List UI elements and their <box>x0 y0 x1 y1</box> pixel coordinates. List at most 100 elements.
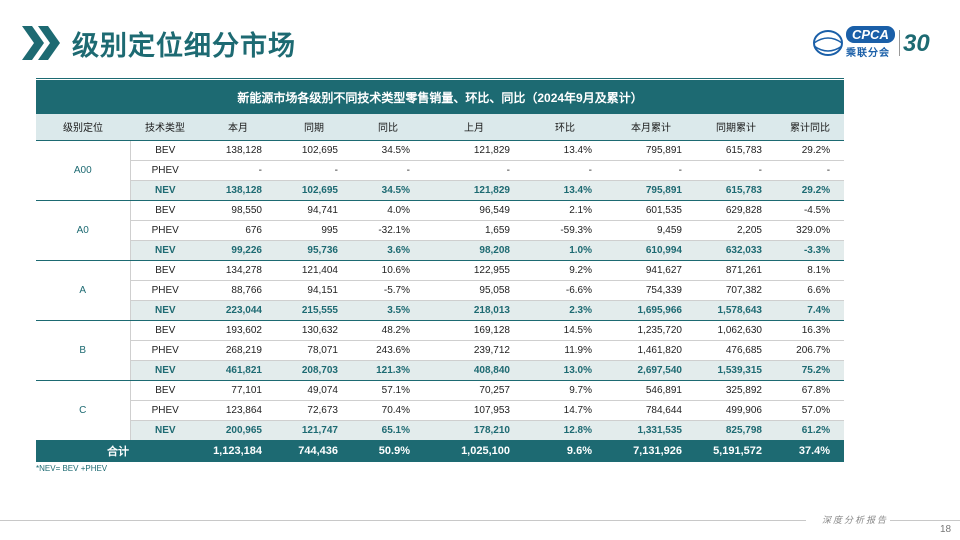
total-value-cell: 7,131,926 <box>606 440 696 462</box>
total-value-cell: 744,436 <box>276 440 352 462</box>
value-cell: 48.2% <box>352 320 424 341</box>
level-cell: B <box>36 320 131 381</box>
value-cell: 206.7% <box>776 340 845 361</box>
value-cell: 75.2% <box>776 360 845 381</box>
table-header-row: 级别定位 技术类型 本月 同期 同比 上月 环比 本月累计 同期累计 累计同比 <box>36 114 845 141</box>
tech-type-cell: BEV <box>130 380 200 401</box>
value-cell: 121,829 <box>424 180 524 201</box>
value-cell: 77,101 <box>200 380 276 401</box>
value-cell: 1,578,643 <box>696 300 776 321</box>
anniversary-30-mark: 30 <box>903 30 930 57</box>
table-row: A0 BEV 98,550 94,741 4.0% 96,549 2.1% 601,535 62… <box>36 200 845 261</box>
value-cell: - <box>696 160 776 181</box>
col-header-tech-type: 技术类型 <box>130 114 200 141</box>
tech-type-cell: NEV <box>130 240 200 261</box>
value-cell: - <box>352 160 424 181</box>
table-row: A00 BEV 138,128 102,695 34.5% 121,829 13.4% 795… <box>36 140 845 201</box>
value-cell: 1,695,966 <box>606 300 696 321</box>
total-value-cell: 37.4% <box>776 440 845 462</box>
value-cell: 223,044 <box>200 300 276 321</box>
sales-table: 新能源市场各级别不同技术类型零售销量、环比、同比（2024年9月及累计） 级别定… <box>36 80 845 462</box>
total-value-cell: 9.6% <box>524 440 606 462</box>
value-cell: 57.0% <box>776 400 845 421</box>
value-cell: 34.5% <box>352 180 424 201</box>
value-cell: 1,062,630 <box>696 320 776 341</box>
value-cell: 795,891 <box>606 140 696 161</box>
value-cell: 461,821 <box>200 360 276 381</box>
total-value-cell: 50.9% <box>352 440 424 462</box>
value-cell: 96,549 <box>424 200 524 221</box>
value-cell: 243.6% <box>352 340 424 361</box>
tech-type-cell: BEV <box>130 140 200 161</box>
value-cell: - <box>276 160 352 181</box>
col-header-same-period: 同期 <box>276 114 352 141</box>
value-cell: 784,644 <box>606 400 696 421</box>
value-cell: 476,685 <box>696 340 776 361</box>
logo-divider <box>899 30 900 56</box>
value-cell: - <box>776 160 845 181</box>
total-value-cell: 1,025,100 <box>424 440 524 462</box>
tech-type-cell: NEV <box>130 360 200 381</box>
value-cell: 72,673 <box>276 400 352 421</box>
value-cell: 546,891 <box>606 380 696 401</box>
table-row: NEV 99,226 95,736 3.6% 98,208 1.0% 610,994 632,… <box>36 240 845 261</box>
value-cell: 121,747 <box>276 420 352 441</box>
page-title: 级别定位细分市场 <box>72 31 296 61</box>
value-cell: 94,741 <box>276 200 352 221</box>
value-cell: -6.6% <box>524 280 606 301</box>
value-cell: 13.4% <box>524 140 606 161</box>
value-cell: 499,906 <box>696 400 776 421</box>
tech-type-cell: PHEV <box>130 220 200 241</box>
value-cell: 121,829 <box>424 140 524 161</box>
value-cell: -59.3% <box>524 220 606 241</box>
table-row: A BEV 134,278 121,404 10.6% 122,955 9.2% 941,62… <box>36 260 845 321</box>
value-cell: 138,128 <box>200 180 276 201</box>
value-cell: 134,278 <box>200 260 276 281</box>
total-row: 合计 1,123,184 744,436 50.9% 1,025,100 9.6% 7,13… <box>36 440 845 462</box>
total-value-cell: 5,191,572 <box>696 440 776 462</box>
value-cell: 1,461,820 <box>606 340 696 361</box>
total-label: 合计 <box>36 440 200 462</box>
value-cell: 2,205 <box>696 220 776 241</box>
value-cell: 3.5% <box>352 300 424 321</box>
value-cell: 65.1% <box>352 420 424 441</box>
value-cell: 121,404 <box>276 260 352 281</box>
table-row: PHEV 676 995 -32.1% 1,659 -59.3% 9,459 2,205 329… <box>36 220 845 241</box>
value-cell: 615,783 <box>696 140 776 161</box>
table-top-rule <box>36 78 844 79</box>
value-cell: 11.9% <box>524 340 606 361</box>
value-cell: -4.5% <box>776 200 845 221</box>
value-cell: 121.3% <box>352 360 424 381</box>
value-cell: 208,703 <box>276 360 352 381</box>
table-row: NEV 200,965 121,747 65.1% 178,210 12.8% 1,331,… <box>36 420 845 441</box>
value-cell: 610,994 <box>606 240 696 261</box>
table-caption: 新能源市场各级别不同技术类型零售销量、环比、同比（2024年9月及累计） <box>36 80 845 114</box>
value-cell: 70.4% <box>352 400 424 421</box>
value-cell: 95,736 <box>276 240 352 261</box>
value-cell: 57.1% <box>352 380 424 401</box>
value-cell: - <box>524 160 606 181</box>
value-cell: 13.4% <box>524 180 606 201</box>
level-cell: A0 <box>36 200 131 261</box>
value-cell: 169,128 <box>424 320 524 341</box>
col-header-yoy: 同比 <box>352 114 424 141</box>
value-cell: 4.0% <box>352 200 424 221</box>
value-cell: 49,074 <box>276 380 352 401</box>
value-cell: 2.3% <box>524 300 606 321</box>
value-cell: 632,033 <box>696 240 776 261</box>
value-cell: 130,632 <box>276 320 352 341</box>
tech-type-cell: NEV <box>130 300 200 321</box>
col-header-ytd-yoy: 累计同比 <box>776 114 845 141</box>
value-cell: 1.0% <box>524 240 606 261</box>
col-header-ytd-same-period: 同期累计 <box>696 114 776 141</box>
value-cell: 995 <box>276 220 352 241</box>
table-row: B BEV 193,602 130,632 48.2% 169,128 14.5% 1,235… <box>36 320 845 381</box>
value-cell: 2.1% <box>524 200 606 221</box>
col-header-this-month: 本月 <box>200 114 276 141</box>
value-cell: 88,766 <box>200 280 276 301</box>
value-cell: 268,219 <box>200 340 276 361</box>
col-header-ytd: 本月累计 <box>606 114 696 141</box>
tech-type-cell: BEV <box>130 260 200 281</box>
chevron-arrows-icon <box>22 26 60 60</box>
table-caption-row: 新能源市场各级别不同技术类型零售销量、环比、同比（2024年9月及累计） <box>36 80 845 114</box>
